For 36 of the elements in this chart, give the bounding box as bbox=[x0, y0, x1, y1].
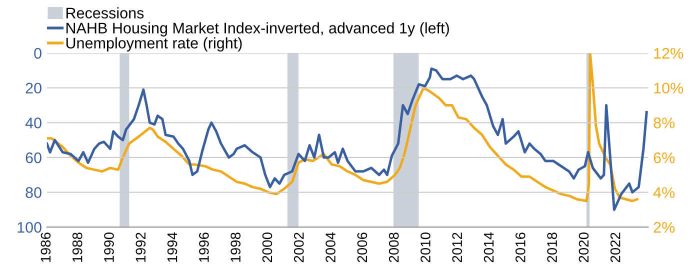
y-tick-label: 0 bbox=[34, 48, 42, 59]
x-tick-label: 2010 bbox=[420, 232, 430, 262]
x-tick-label: 2020 bbox=[578, 232, 589, 262]
y-tick-label: 40 bbox=[25, 118, 42, 128]
x-tick-label: 2018 bbox=[547, 232, 557, 262]
x-tick-label: 1988 bbox=[72, 232, 82, 262]
x-tick-label: 2002 bbox=[294, 232, 304, 262]
x-tick-label: 1998 bbox=[230, 232, 241, 262]
y2-tick-label: 6% bbox=[654, 152, 675, 164]
x-tick-label: 1996 bbox=[199, 232, 209, 262]
x-tick-label: 2004 bbox=[326, 232, 336, 262]
legend-label: Unemployment rate (right) bbox=[66, 37, 242, 52]
x-tick-label: 2016 bbox=[516, 232, 526, 262]
y-tick-label: 20 bbox=[26, 82, 42, 94]
line-series bbox=[46, 53, 638, 202]
x-tick-label: 1990 bbox=[104, 232, 114, 262]
legend-label: Recessions bbox=[66, 7, 144, 18]
y2-tick-label: 8% bbox=[654, 118, 675, 128]
x-tick-label: 2000 bbox=[262, 232, 272, 262]
y2-tick-label: 12% bbox=[654, 48, 684, 59]
x-tick-label: 1986 bbox=[40, 232, 51, 262]
x-tick-label: 1992 bbox=[136, 232, 146, 262]
line-series bbox=[46, 67, 648, 211]
x-tick-label: 2006 bbox=[357, 232, 368, 262]
y2-tick-label: 4% bbox=[653, 187, 675, 198]
y-tick-label: 100 bbox=[18, 222, 42, 233]
legend-label: NAHB Housing Market Index-inverted, advanced 1y (left) bbox=[66, 22, 449, 37]
y2-tick-label: 2% bbox=[654, 222, 675, 233]
y-tick-label: 60 bbox=[26, 152, 42, 164]
x-tick-label: 2008 bbox=[388, 232, 399, 262]
x-tick-label: 2022 bbox=[610, 232, 620, 262]
x-tick-label: 2012 bbox=[452, 232, 462, 262]
x-tick-label: 2014 bbox=[484, 232, 494, 262]
x-tick-label: 1994 bbox=[167, 232, 178, 262]
y-tick-label: 80 bbox=[26, 187, 42, 198]
y2-tick-label: 10% bbox=[654, 82, 684, 94]
